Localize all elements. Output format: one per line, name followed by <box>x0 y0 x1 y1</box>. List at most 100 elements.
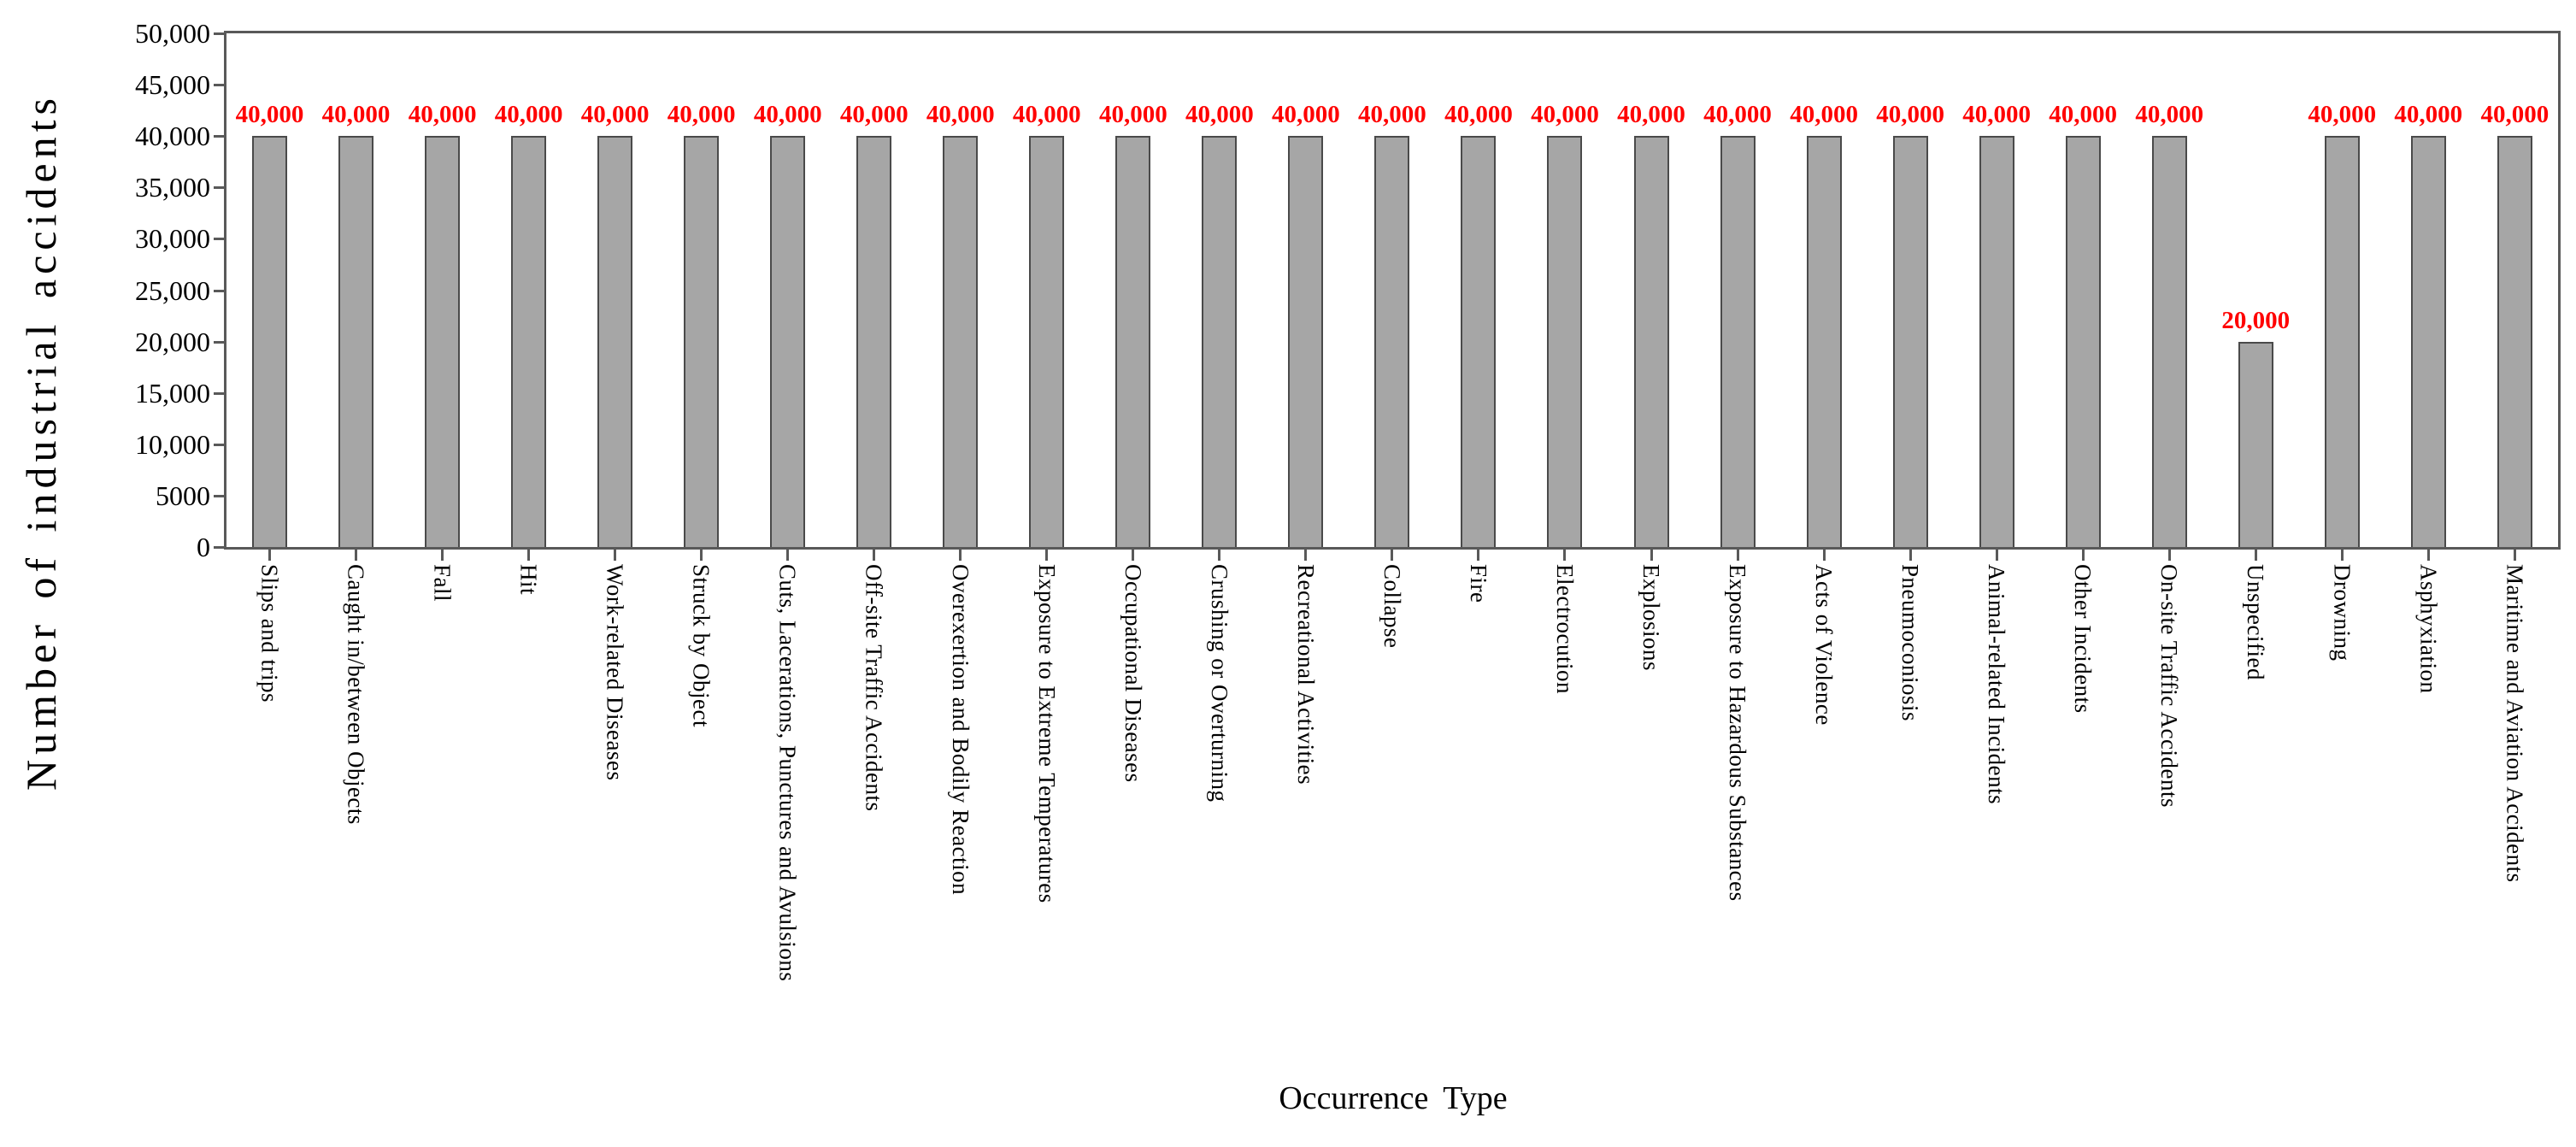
category-slot: Electrocution <box>1521 564 1608 694</box>
x-tick-slot <box>2385 550 2472 561</box>
bar-slot: 40,000 <box>399 33 485 547</box>
bar-slot: 40,000 <box>1695 33 1781 547</box>
x-tick-mark <box>1822 550 1826 561</box>
bar <box>2151 136 2187 547</box>
x-tick-slot <box>399 550 485 561</box>
bar-slot: 40,000 <box>917 33 1003 547</box>
bar <box>1374 136 1410 547</box>
bar-value-label: 40,000 <box>1876 101 1944 128</box>
y-tick-label: 35,000 <box>135 172 210 203</box>
bar-slot: 40,000 <box>2126 33 2213 547</box>
y-tick-label: 50,000 <box>135 18 210 49</box>
x-tick-mark <box>700 550 703 561</box>
bar-slot: 40,000 <box>2472 33 2558 547</box>
bar <box>2238 342 2273 547</box>
category-slot: Drowning <box>2299 564 2385 662</box>
bar-value-label: 40,000 <box>1358 101 1426 128</box>
category-slot: Acts of Violence <box>1781 564 1867 726</box>
category-label: Collapse <box>1379 564 1405 649</box>
bar <box>770 136 806 547</box>
y-tick-label: 45,000 <box>135 69 210 100</box>
x-tick-slot <box>744 550 831 561</box>
x-tick-slot <box>572 550 658 561</box>
x-tick-slot <box>1954 550 2040 561</box>
bar-value-label: 40,000 <box>753 101 822 128</box>
x-tick-mark <box>1045 550 1049 561</box>
category-slot: Pneumoconiosis <box>1867 564 1954 721</box>
bar-value-label: 40,000 <box>1098 101 1167 128</box>
category-label: Maritime and Aviation Accidents <box>2502 564 2528 883</box>
bar-value-label: 40,000 <box>2480 101 2550 128</box>
bar-slot: 40,000 <box>1003 33 1090 547</box>
x-tick-slot <box>2299 550 2385 561</box>
x-tick-slot <box>1349 550 1435 561</box>
x-tick-slot <box>1435 550 1521 561</box>
category-label: Cuts, Lacerations, Punctures and Avulsio… <box>774 564 801 982</box>
x-tick-mark <box>1304 550 1308 561</box>
bar-value-label: 40,000 <box>1962 101 2032 128</box>
bar-slot: 40,000 <box>1349 33 1435 547</box>
x-tick-slot <box>2126 550 2213 561</box>
bar <box>1979 136 2014 547</box>
y-tick-mark <box>214 238 224 240</box>
x-tick-slot <box>2472 550 2558 561</box>
x-tick-mark <box>268 550 272 561</box>
y-tick-mark <box>214 290 224 292</box>
bar <box>1202 136 1238 547</box>
category-slot: Occupational Diseases <box>1090 564 1176 783</box>
bar-value-label: 20,000 <box>2221 307 2291 334</box>
bar <box>2065 136 2101 547</box>
x-tick-mark <box>2167 550 2171 561</box>
bar <box>252 136 288 547</box>
bar <box>1461 136 1497 547</box>
x-tick-slot <box>1781 550 1867 561</box>
bar-slot: 40,000 <box>1521 33 1608 547</box>
bar <box>511 136 547 547</box>
x-tick-mark <box>527 550 531 561</box>
x-tick-slot <box>917 550 1003 561</box>
bar-slot: 40,000 <box>1954 33 2040 547</box>
bar <box>1288 136 1324 547</box>
x-axis-title: Occurrence Type <box>1279 1080 1508 1116</box>
bar <box>2410 136 2446 547</box>
category-label: Drowning <box>2329 564 2355 662</box>
category-slot: Collapse <box>1349 564 1435 649</box>
bar <box>338 136 374 547</box>
category-label: Unspecified <box>2243 564 2269 680</box>
bar-value-label: 40,000 <box>1185 101 1254 128</box>
y-tick-label: 5000 <box>156 480 210 511</box>
category-label: Slips and trips <box>256 564 283 703</box>
category-slot: Explosions <box>1609 564 1695 671</box>
x-tick-mark <box>2340 550 2344 561</box>
x-tick-mark <box>1650 550 1653 561</box>
y-tick-mark <box>214 341 224 344</box>
category-label: Electrocution <box>1551 564 1578 694</box>
bar <box>943 136 979 547</box>
category-label: Occupational Diseases <box>1120 564 1146 783</box>
bar-value-label: 40,000 <box>580 101 650 128</box>
x-tick-slot <box>1176 550 1262 561</box>
bar <box>1115 136 1151 547</box>
y-tick-mark <box>214 186 224 189</box>
x-tick-slot <box>1695 550 1781 561</box>
category-slot: Animal-related Incidents <box>1954 564 2040 804</box>
category-label: Other Incidents <box>2070 564 2097 714</box>
y-tick-label: 25,000 <box>135 275 210 306</box>
category-slot: Off-site Traffic Accidents <box>831 564 917 811</box>
x-tick-slot <box>226 550 313 561</box>
category-slot: Hit <box>485 564 572 595</box>
x-tick-mark <box>1218 550 1221 561</box>
bar <box>425 136 461 547</box>
x-tick-slot <box>1521 550 1608 561</box>
category-label: Fire <box>1465 564 1491 603</box>
bar <box>1720 136 1756 547</box>
bar-value-label: 40,000 <box>1703 101 1772 128</box>
bar-slot: 40,000 <box>226 33 313 547</box>
x-tick-slot <box>1003 550 1090 561</box>
x-axis-ticks <box>226 550 2558 561</box>
category-slot: Unspecified <box>2213 564 2299 680</box>
bar-slot: 40,000 <box>2040 33 2126 547</box>
category-label: Pneumoconiosis <box>1897 564 1924 722</box>
bar <box>856 136 892 547</box>
bar-slot: 20,000 <box>2213 33 2299 547</box>
